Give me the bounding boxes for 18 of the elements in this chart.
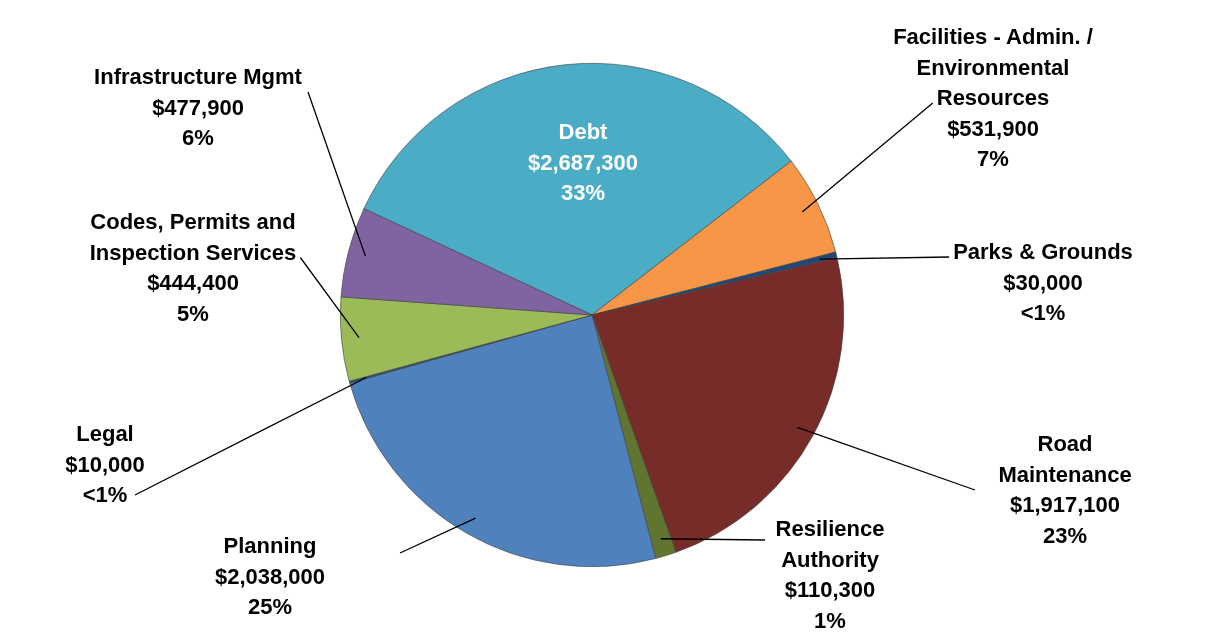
- slice-label: Road Maintenance: [998, 431, 1132, 487]
- data-label: $531,900 7%: [947, 115, 1039, 172]
- slice-label: Debt: [558, 119, 609, 145]
- slice-label: Resilience Authority: [775, 516, 885, 572]
- data-label: $30,000 <1%: [1003, 269, 1083, 326]
- data-label: $444,400 5%: [147, 270, 239, 326]
- slice-label: Planning: [223, 533, 317, 559]
- data-label: $477,900 6%: [152, 94, 244, 151]
- data-label: $2,687,300 33%: [527, 149, 639, 206]
- data-label: $1,917,100 23%: [1009, 492, 1121, 548]
- slice-label: Infrastructure Mgmt: [94, 64, 303, 90]
- data-label: $110,300 1%: [784, 577, 876, 633]
- data-label: $2,038,000 25%: [214, 563, 326, 620]
- slice-label: Legal: [76, 421, 134, 447]
- slice-label: Facilities - Admin. / Environmental Resources: [893, 24, 1093, 111]
- slice-label: Codes, Permits and Inspection Services: [89, 209, 297, 265]
- slice-label: Parks & Grounds: [953, 239, 1133, 265]
- data-label: $10,000 <1%: [65, 451, 145, 508]
